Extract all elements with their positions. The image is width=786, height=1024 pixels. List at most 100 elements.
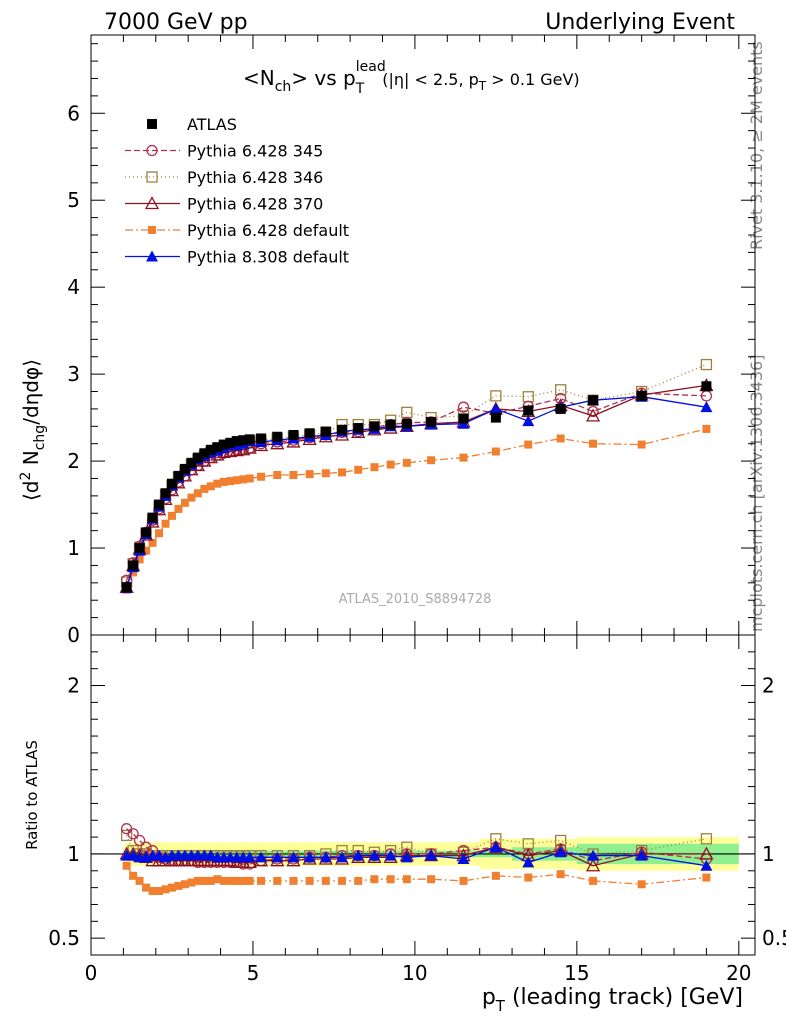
ratio-point-pythia-6-428-default (556, 870, 565, 879)
point-pythia-6-428-default (129, 568, 138, 577)
ratio-point-pythia-6-428-default (213, 875, 222, 884)
point-pythia-8-308-default (489, 402, 502, 414)
point-pythia-6-428-default (589, 439, 598, 448)
point-atlas (244, 434, 255, 445)
ratio-point-pythia-6-428-default (129, 871, 138, 880)
legend-label: ATLAS (187, 115, 237, 134)
ratio-point-pythia-6-428-default (338, 876, 347, 885)
ratio-point-pythia-6-428-default (273, 876, 282, 885)
point-atlas (231, 436, 242, 447)
point-pythia-6-428-default (180, 498, 189, 507)
ratio-point-pythia-8-308-default (352, 849, 365, 861)
point-pythia-6-428-346 (555, 384, 567, 396)
point-atlas (141, 527, 152, 538)
ratio-point-pythia-8-308-default (319, 851, 332, 863)
ratio-y-tick-label-left: 0.5 (48, 926, 80, 950)
ratio-ylabel: Ratio to ATLAS (23, 740, 41, 850)
point-pythia-6-428-default (219, 477, 228, 486)
y-tick-label: 2 (67, 449, 80, 473)
point-atlas (337, 424, 348, 435)
main-ylabel: ⟨d2 Nchg/dηdφ⟩ (18, 359, 48, 501)
legend-item-pythia-6-428-370: Pythia 6.428 370 (125, 195, 323, 214)
point-pythia-6-428-default (257, 472, 266, 481)
ratio-point-pythia-6-428-default (459, 876, 468, 885)
legend-item-pythia-6-428-default: Pythia 6.428 default (125, 221, 349, 240)
point-pythia-6-428-default (155, 529, 164, 538)
point-pythia-6-428-370 (585, 408, 601, 422)
y-tick-label: 6 (67, 101, 80, 125)
point-atlas (401, 418, 412, 429)
point-pythia-6-428-default (187, 493, 196, 502)
x-tick-label: 10 (402, 961, 427, 985)
y-tick-label: 1 (67, 536, 80, 560)
point-atlas (272, 431, 283, 442)
point-atlas (385, 419, 396, 430)
ratio-point-pythia-6-428-default (135, 876, 144, 885)
point-pythia-6-428-default (200, 484, 209, 493)
point-atlas (166, 478, 177, 489)
point-atlas (121, 582, 132, 593)
point-atlas (701, 381, 712, 392)
ratio-point-pythia-6-428-default (289, 876, 298, 885)
point-pythia-6-428-default (167, 511, 176, 520)
point-atlas (256, 433, 267, 444)
point-atlas (588, 395, 599, 406)
ratio-point-pythia-8-308-default (336, 851, 349, 863)
analysis-watermark: ATLAS_2010_S8894728 (339, 592, 492, 607)
point-atlas (212, 442, 223, 453)
ratio-point-pythia-8-308-default (489, 841, 502, 853)
point-pythia-6-428-346 (490, 390, 502, 402)
point-atlas (320, 426, 331, 437)
legend-marker (148, 226, 156, 234)
ratio-point-pythia-8-308-default (400, 851, 413, 863)
point-pythia-6-428-default (427, 456, 436, 465)
ratio-point-pythia-6-428-default (174, 881, 183, 890)
ratio-point-pythia-6-428-default (232, 876, 241, 885)
ratio-plot-layer: 0 5 10 15 20 0.5 0.5 1 1 2 2 (48, 635, 786, 985)
point-atlas (523, 405, 534, 416)
point-atlas (490, 412, 501, 423)
point-atlas (426, 416, 437, 427)
ratio-point-pythia-6-428-370 (585, 858, 601, 872)
point-pythia-6-428-default (402, 458, 411, 467)
ratio-point-pythia-6-428-default (122, 861, 131, 870)
mcplots-label: mcplots.cern.ch [arXiv:1306.3436] (747, 355, 766, 632)
point-pythia-6-428-345 (457, 401, 470, 413)
point-pythia-6-428-default (305, 470, 314, 479)
ratio-point-pythia-6-428-default (239, 876, 248, 885)
ratio-point-pythia-6-428-default (161, 885, 170, 894)
ratio-point-pythia-8-308-default (287, 851, 300, 863)
point-pythia-6-428-default (226, 477, 235, 486)
point-pythia-6-428-default (161, 519, 170, 528)
rivet-label: Rivet 3.1.10, ≥ 2M events (747, 41, 766, 250)
ratio-point-pythia-8-308-default (255, 851, 268, 863)
ratio-point-pythia-6-428-default (321, 876, 330, 885)
ratio-point-pythia-6-428-346 (700, 833, 713, 845)
legend-label: Pythia 6.428 345 (187, 142, 323, 161)
point-pythia-6-428-default (135, 555, 144, 564)
point-pythia-6-428-default (556, 434, 565, 443)
point-atlas (205, 444, 216, 455)
ratio-point-pythia-6-428-default (305, 876, 314, 885)
ratio-series-pythia-6-428-default (122, 861, 711, 895)
legend-marker (146, 250, 158, 262)
point-pythia-6-428-default (491, 447, 500, 456)
ratio-point-pythia-6-428-default (370, 875, 379, 884)
main-title: <Nch> vs plead T (|η| < 2.5, pT > 0.1 GeV) (243, 59, 580, 97)
point-atlas (218, 439, 229, 450)
point-atlas (225, 437, 236, 448)
legend-marker (146, 144, 158, 157)
ratio-point-pythia-8-308-default (700, 859, 713, 871)
ratio-point-pythia-6-428-345 (127, 828, 139, 840)
ratio-point-pythia-6-428-default (167, 883, 176, 892)
ratio-point-pythia-8-308-default (554, 846, 567, 858)
point-atlas (353, 423, 364, 434)
header-left: 7000 GeV pp (104, 10, 248, 35)
point-pythia-8-308-default (700, 401, 713, 413)
ratio-point-pythia-6-428-default (200, 876, 209, 885)
ratio-point-pythia-6-428-default (702, 873, 711, 882)
point-pythia-6-428-default (386, 460, 395, 469)
ratio-point-pythia-6-428-default (226, 876, 235, 885)
point-pythia-6-428-default (245, 474, 254, 483)
point-atlas (369, 421, 380, 432)
